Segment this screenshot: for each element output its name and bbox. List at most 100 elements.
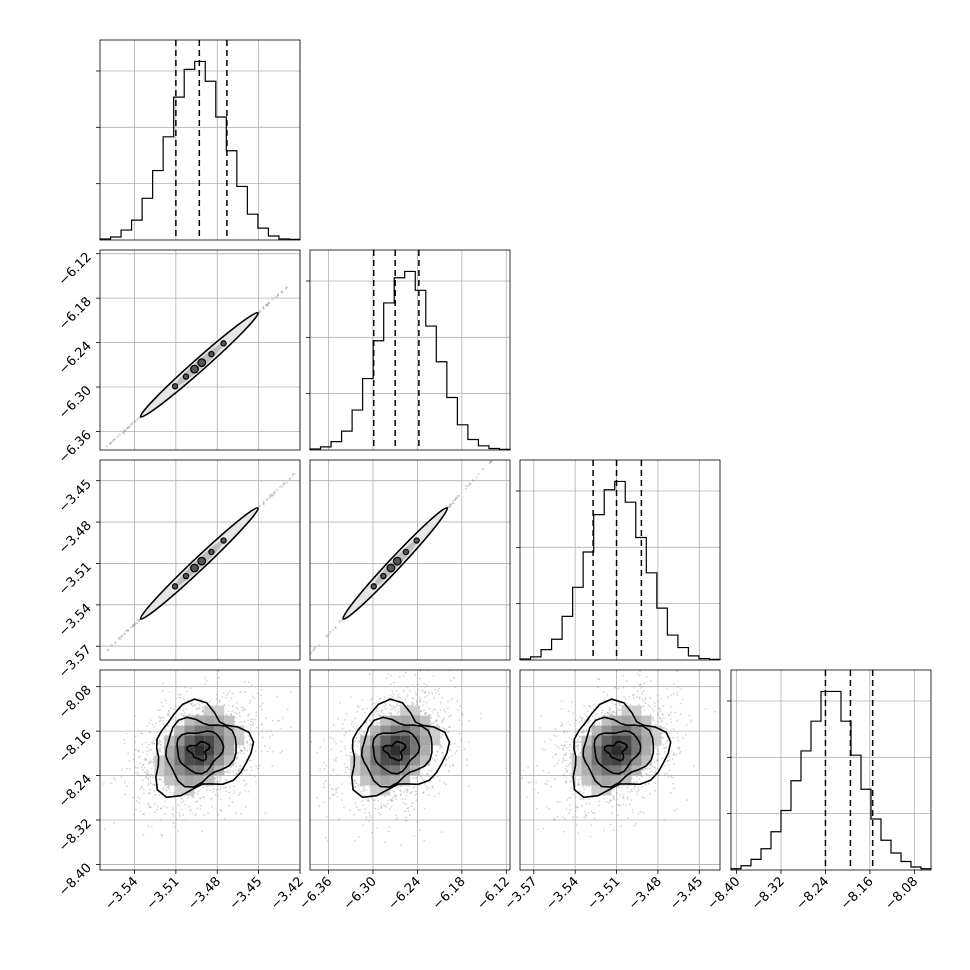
- sample-point: [450, 715, 452, 717]
- sample-point: [412, 777, 414, 779]
- sample-point: [181, 802, 183, 804]
- sample-point: [557, 801, 559, 803]
- sample-point: [437, 690, 439, 692]
- sample-point: [164, 800, 166, 802]
- sample-point: [127, 629, 129, 631]
- sample-point: [480, 713, 482, 715]
- sample-point: [94, 456, 96, 458]
- sample-point: [303, 463, 305, 465]
- sample-point: [441, 746, 443, 748]
- sample-point: [107, 649, 109, 651]
- sample-point: [260, 705, 262, 707]
- sample-point: [163, 787, 165, 789]
- sample-point: [258, 733, 260, 735]
- sample-point: [151, 774, 153, 776]
- sample-point: [229, 769, 231, 771]
- sample-point: [354, 740, 356, 742]
- sample-point: [422, 690, 424, 692]
- sample-point: [449, 765, 451, 767]
- sample-point: [371, 832, 373, 834]
- sample-point: [239, 715, 241, 717]
- sample-point: [243, 780, 245, 782]
- sample-point: [165, 699, 167, 701]
- sample-point: [196, 801, 198, 803]
- sample-point: [250, 727, 252, 729]
- sample-point: [200, 698, 202, 700]
- sample-point: [265, 304, 267, 306]
- sample-point: [329, 631, 331, 633]
- density-cell: [174, 746, 184, 756]
- sample-point: [181, 798, 183, 800]
- sample-point: [597, 687, 599, 689]
- sample-point: [468, 720, 470, 722]
- sample-point: [616, 799, 618, 801]
- sample-point: [249, 759, 251, 761]
- sample-point: [237, 756, 239, 758]
- sample-point: [576, 824, 578, 826]
- sample-point: [289, 477, 291, 479]
- sample-point: [247, 750, 249, 752]
- sample-point: [74, 473, 76, 475]
- sample-point: [255, 715, 257, 717]
- sample-point: [400, 697, 402, 699]
- sample-point: [154, 784, 156, 786]
- sample-point: [185, 708, 187, 710]
- sample-point: [554, 778, 556, 780]
- histogram-panel-2: [516, 460, 720, 660]
- sample-point: [678, 740, 680, 742]
- sample-point: [608, 802, 610, 804]
- sample-point: [233, 792, 235, 794]
- sample-point: [565, 759, 567, 761]
- density-cell: [370, 746, 380, 756]
- sample-point: [312, 455, 314, 457]
- sample-point: [204, 683, 206, 685]
- sample-point: [661, 757, 663, 759]
- sample-point: [673, 728, 675, 730]
- sample-point: [336, 788, 338, 790]
- contour-level-inner: [403, 549, 408, 554]
- sample-point: [158, 794, 160, 796]
- sample-point: [118, 637, 120, 639]
- sample-point: [576, 816, 578, 818]
- sample-point: [335, 774, 337, 776]
- sample-point: [98, 657, 100, 659]
- sample-point: [134, 622, 136, 624]
- sample-point: [577, 739, 579, 741]
- sample-point: [642, 685, 644, 687]
- sample-point: [326, 816, 328, 818]
- sample-point: [340, 750, 342, 752]
- sample-point: [448, 726, 450, 728]
- sample-point: [333, 769, 335, 771]
- sample-point: [233, 785, 235, 787]
- sample-point: [451, 755, 453, 757]
- sample-point: [186, 691, 188, 693]
- sample-point: [572, 819, 574, 821]
- sample-point: [413, 703, 415, 705]
- sample-point: [379, 698, 381, 700]
- sample-point: [490, 460, 492, 462]
- x-tick-label: −3.54: [103, 874, 142, 913]
- sample-point: [247, 719, 249, 721]
- sample-point: [148, 774, 150, 776]
- sample-point: [234, 721, 236, 723]
- sample-point: [370, 699, 372, 701]
- sample-point: [205, 677, 207, 679]
- sample-point: [148, 793, 150, 795]
- sample-point: [97, 659, 99, 661]
- sample-point: [446, 654, 448, 656]
- sample-point: [674, 711, 676, 713]
- sample-point: [325, 765, 327, 767]
- sample-point: [673, 810, 675, 812]
- sample-point: [305, 659, 307, 661]
- sample-point: [203, 787, 205, 789]
- y-tick-label: −6.36: [56, 428, 95, 467]
- sample-point: [254, 775, 256, 777]
- x-tick-label: −8.08: [882, 874, 921, 913]
- sample-point: [212, 788, 214, 790]
- sample-point: [376, 710, 378, 712]
- sample-point: [256, 726, 258, 728]
- sample-point: [134, 715, 136, 717]
- sample-point: [424, 696, 426, 698]
- sample-point: [247, 715, 249, 717]
- sample-point: [428, 714, 430, 716]
